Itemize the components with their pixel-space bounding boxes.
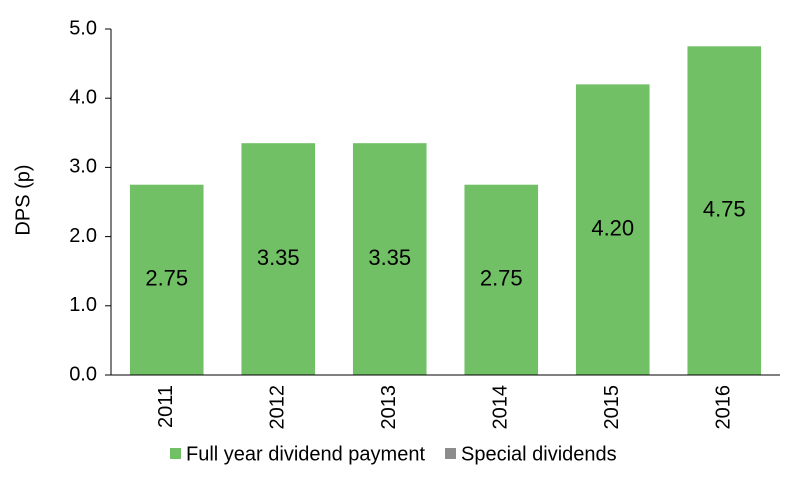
bar xyxy=(464,184,539,375)
bar xyxy=(687,46,762,376)
x-tick-label: 2014 xyxy=(490,385,512,430)
value-label: 4.20 xyxy=(591,215,634,240)
y-axis-title: DPS (p) xyxy=(12,164,34,235)
value-label: 2.75 xyxy=(480,266,523,291)
x-tick-label: 2015 xyxy=(601,385,623,430)
x-tick-label: 2012 xyxy=(267,385,289,430)
y-tick-label: 1.0 xyxy=(69,294,97,316)
y-tick-label: 4.0 xyxy=(69,86,97,108)
x-tick-label: 2016 xyxy=(713,385,735,430)
bar xyxy=(352,143,427,375)
y-tick-label: 5.0 xyxy=(69,17,97,39)
y-tick-label: 2.0 xyxy=(69,225,97,247)
bar xyxy=(129,184,204,375)
bar xyxy=(241,143,316,375)
legend-swatch xyxy=(445,448,457,459)
y-tick-label: 0.0 xyxy=(69,363,97,385)
legend-swatch xyxy=(170,448,181,459)
value-label: 4.75 xyxy=(703,196,746,221)
value-label: 3.35 xyxy=(257,245,300,270)
bar xyxy=(575,84,650,376)
x-tick-label: 2013 xyxy=(378,385,400,430)
value-label: 2.75 xyxy=(145,266,188,291)
y-tick-label: 3.0 xyxy=(69,156,97,178)
legend-label: Full year dividend payment xyxy=(186,443,425,465)
legend-label: Special dividends xyxy=(461,443,617,465)
value-label: 3.35 xyxy=(368,245,411,270)
x-tick-label: 2011 xyxy=(155,385,177,428)
